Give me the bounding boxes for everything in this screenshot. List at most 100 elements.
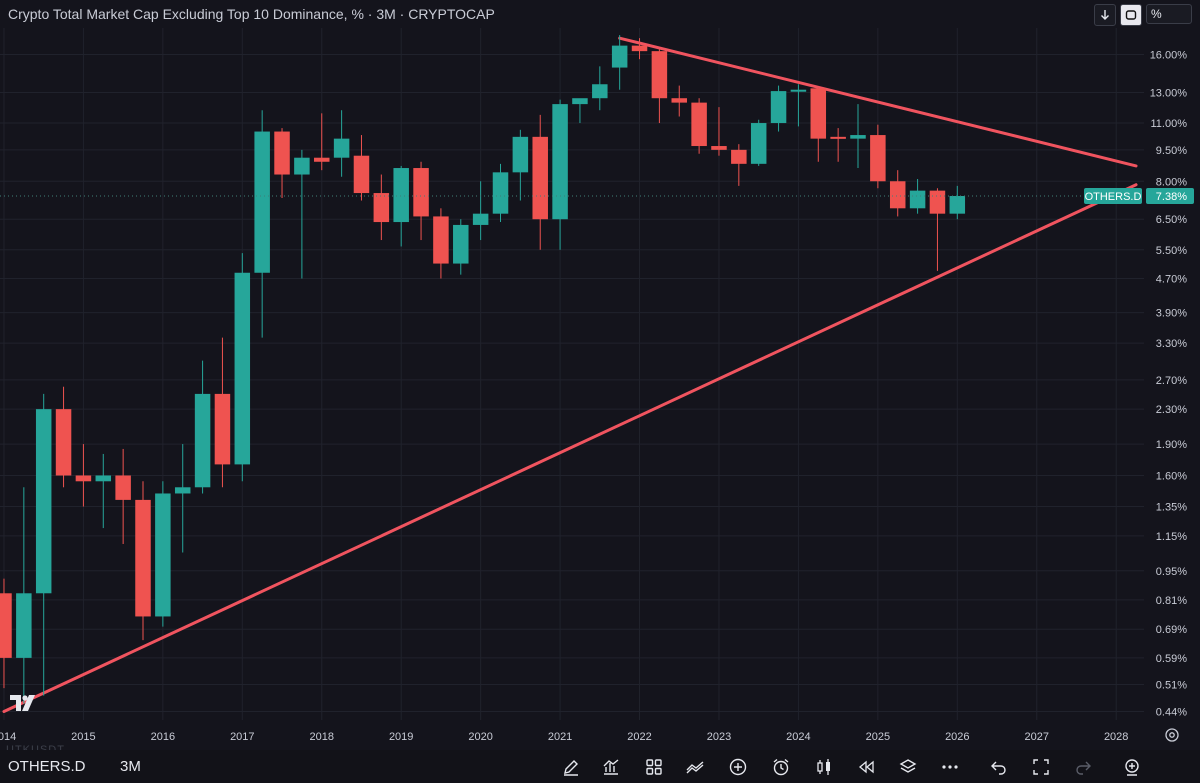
candle-body xyxy=(889,181,906,209)
candle-up xyxy=(95,453,112,529)
fullscreen-icon[interactable] xyxy=(1032,758,1050,776)
x-tick-label: 2019 xyxy=(389,731,413,743)
candle-body xyxy=(0,593,12,658)
interval-label[interactable]: 3M xyxy=(120,758,141,775)
zoom-in-icon[interactable] xyxy=(1124,758,1142,776)
add-circle-icon[interactable] xyxy=(729,758,747,776)
candle-body xyxy=(174,487,191,494)
chart-top-controls: % xyxy=(1094,4,1192,26)
undo-icon[interactable] xyxy=(990,758,1008,776)
arrow-down-icon[interactable] xyxy=(1094,4,1116,26)
x-tick-label: 2015 xyxy=(71,731,95,743)
x-tick-label: 2016 xyxy=(151,731,175,743)
candle-body xyxy=(16,593,32,658)
pencil-icon[interactable] xyxy=(562,758,580,776)
candle-body xyxy=(135,499,151,617)
percent-scale-button[interactable]: % xyxy=(1146,4,1192,24)
indicators-icon[interactable] xyxy=(602,758,620,776)
candle-body xyxy=(353,155,370,194)
candle-body xyxy=(949,196,966,214)
candle-up xyxy=(155,481,171,627)
price-axis[interactable]: 16.00% 13.00% 11.00% 9.50% 8.00% 6.50% 5.50% 4.… xyxy=(1150,50,1188,719)
candle-body xyxy=(234,272,251,465)
y-tick-label: 1.60% xyxy=(1156,470,1187,482)
y-tick-label: 0.81% xyxy=(1156,595,1187,607)
x-tick-label: 2014 xyxy=(0,731,16,743)
candle-body xyxy=(750,123,767,164)
x-tick-label: 2023 xyxy=(707,731,731,743)
candle-body xyxy=(552,104,568,220)
x-tick-label: 2022 xyxy=(627,731,651,743)
redo-icon[interactable] xyxy=(1074,758,1092,776)
symbol-label[interactable]: OTHERS.D xyxy=(8,758,86,775)
candle-body xyxy=(254,131,270,273)
candle-body xyxy=(671,98,687,103)
candle-body xyxy=(850,135,866,139)
x-tick-label: 2018 xyxy=(310,731,334,743)
candle-body xyxy=(472,213,489,225)
candle-down xyxy=(413,161,429,241)
candle-down xyxy=(0,578,12,689)
alarm-clock-icon[interactable] xyxy=(772,758,790,776)
x-tick-label: 2025 xyxy=(866,731,890,743)
candle-up xyxy=(393,165,409,247)
candle-body xyxy=(333,138,350,158)
candle-body xyxy=(810,88,827,139)
y-tick-label: 3.90% xyxy=(1156,308,1187,320)
candlestick-icon[interactable] xyxy=(815,758,833,776)
candle-up xyxy=(850,104,866,169)
candle-body xyxy=(214,393,231,465)
candle-body xyxy=(532,136,548,220)
candle-body xyxy=(95,475,112,482)
candle-body xyxy=(194,393,211,488)
more-icon[interactable] xyxy=(941,758,959,776)
replay-icon[interactable] xyxy=(857,758,875,776)
y-tick-label: 9.50% xyxy=(1156,145,1187,157)
candle-body xyxy=(631,45,648,52)
layers-icon[interactable] xyxy=(899,758,917,776)
candle-body xyxy=(651,51,668,99)
y-tick-label: 16.00% xyxy=(1150,50,1188,62)
x-tick-label: 2026 xyxy=(945,731,969,743)
candle-body xyxy=(314,157,330,162)
candle-up xyxy=(174,444,191,553)
candle-down xyxy=(711,107,727,156)
trendlines[interactable] xyxy=(2,36,1138,713)
candle-down xyxy=(353,135,370,201)
x-tick-label: 2028 xyxy=(1104,731,1128,743)
candle-up xyxy=(453,219,469,275)
x-tick-label: 2020 xyxy=(468,731,492,743)
candle-down xyxy=(671,85,687,117)
candle-down xyxy=(532,114,548,250)
candle-body xyxy=(453,224,469,264)
candle-up xyxy=(790,84,807,127)
candle-body xyxy=(274,131,290,175)
layout-grid-icon[interactable] xyxy=(645,758,663,776)
time-axis[interactable]: 2014 2015 2016 2017 2018 2019 2020 2021 2022 2023… xyxy=(0,731,1128,743)
chart-canvas[interactable]: 16.00% 13.00% 11.00% 9.50% 8.00% 6.50% 5.50% 4.… xyxy=(0,0,1200,750)
candle-up xyxy=(492,163,509,223)
last-price-symbol-tag xyxy=(1084,188,1142,205)
candle-up xyxy=(949,185,966,220)
last-price-value: 7.38% xyxy=(1156,191,1187,203)
candle-down xyxy=(631,38,648,60)
y-tick-label: 2.30% xyxy=(1156,404,1187,416)
candle-down xyxy=(433,208,449,279)
candle-up xyxy=(770,85,787,132)
candle-body xyxy=(731,149,747,164)
candle-body xyxy=(592,84,608,99)
candle-down xyxy=(889,170,906,217)
y-tick-label: 0.95% xyxy=(1156,566,1187,578)
candle-up xyxy=(552,99,568,250)
candle-down xyxy=(731,144,747,186)
candle-body xyxy=(691,102,707,147)
candle-down xyxy=(691,98,707,154)
settings-icon[interactable] xyxy=(1164,727,1180,748)
candles xyxy=(0,35,966,704)
candle-body xyxy=(115,475,131,500)
candle-body xyxy=(413,168,429,217)
candle-up xyxy=(194,360,211,494)
fit-screen-icon[interactable] xyxy=(1120,4,1142,26)
compare-icon[interactable] xyxy=(686,758,704,776)
y-tick-label: 0.51% xyxy=(1156,680,1187,692)
